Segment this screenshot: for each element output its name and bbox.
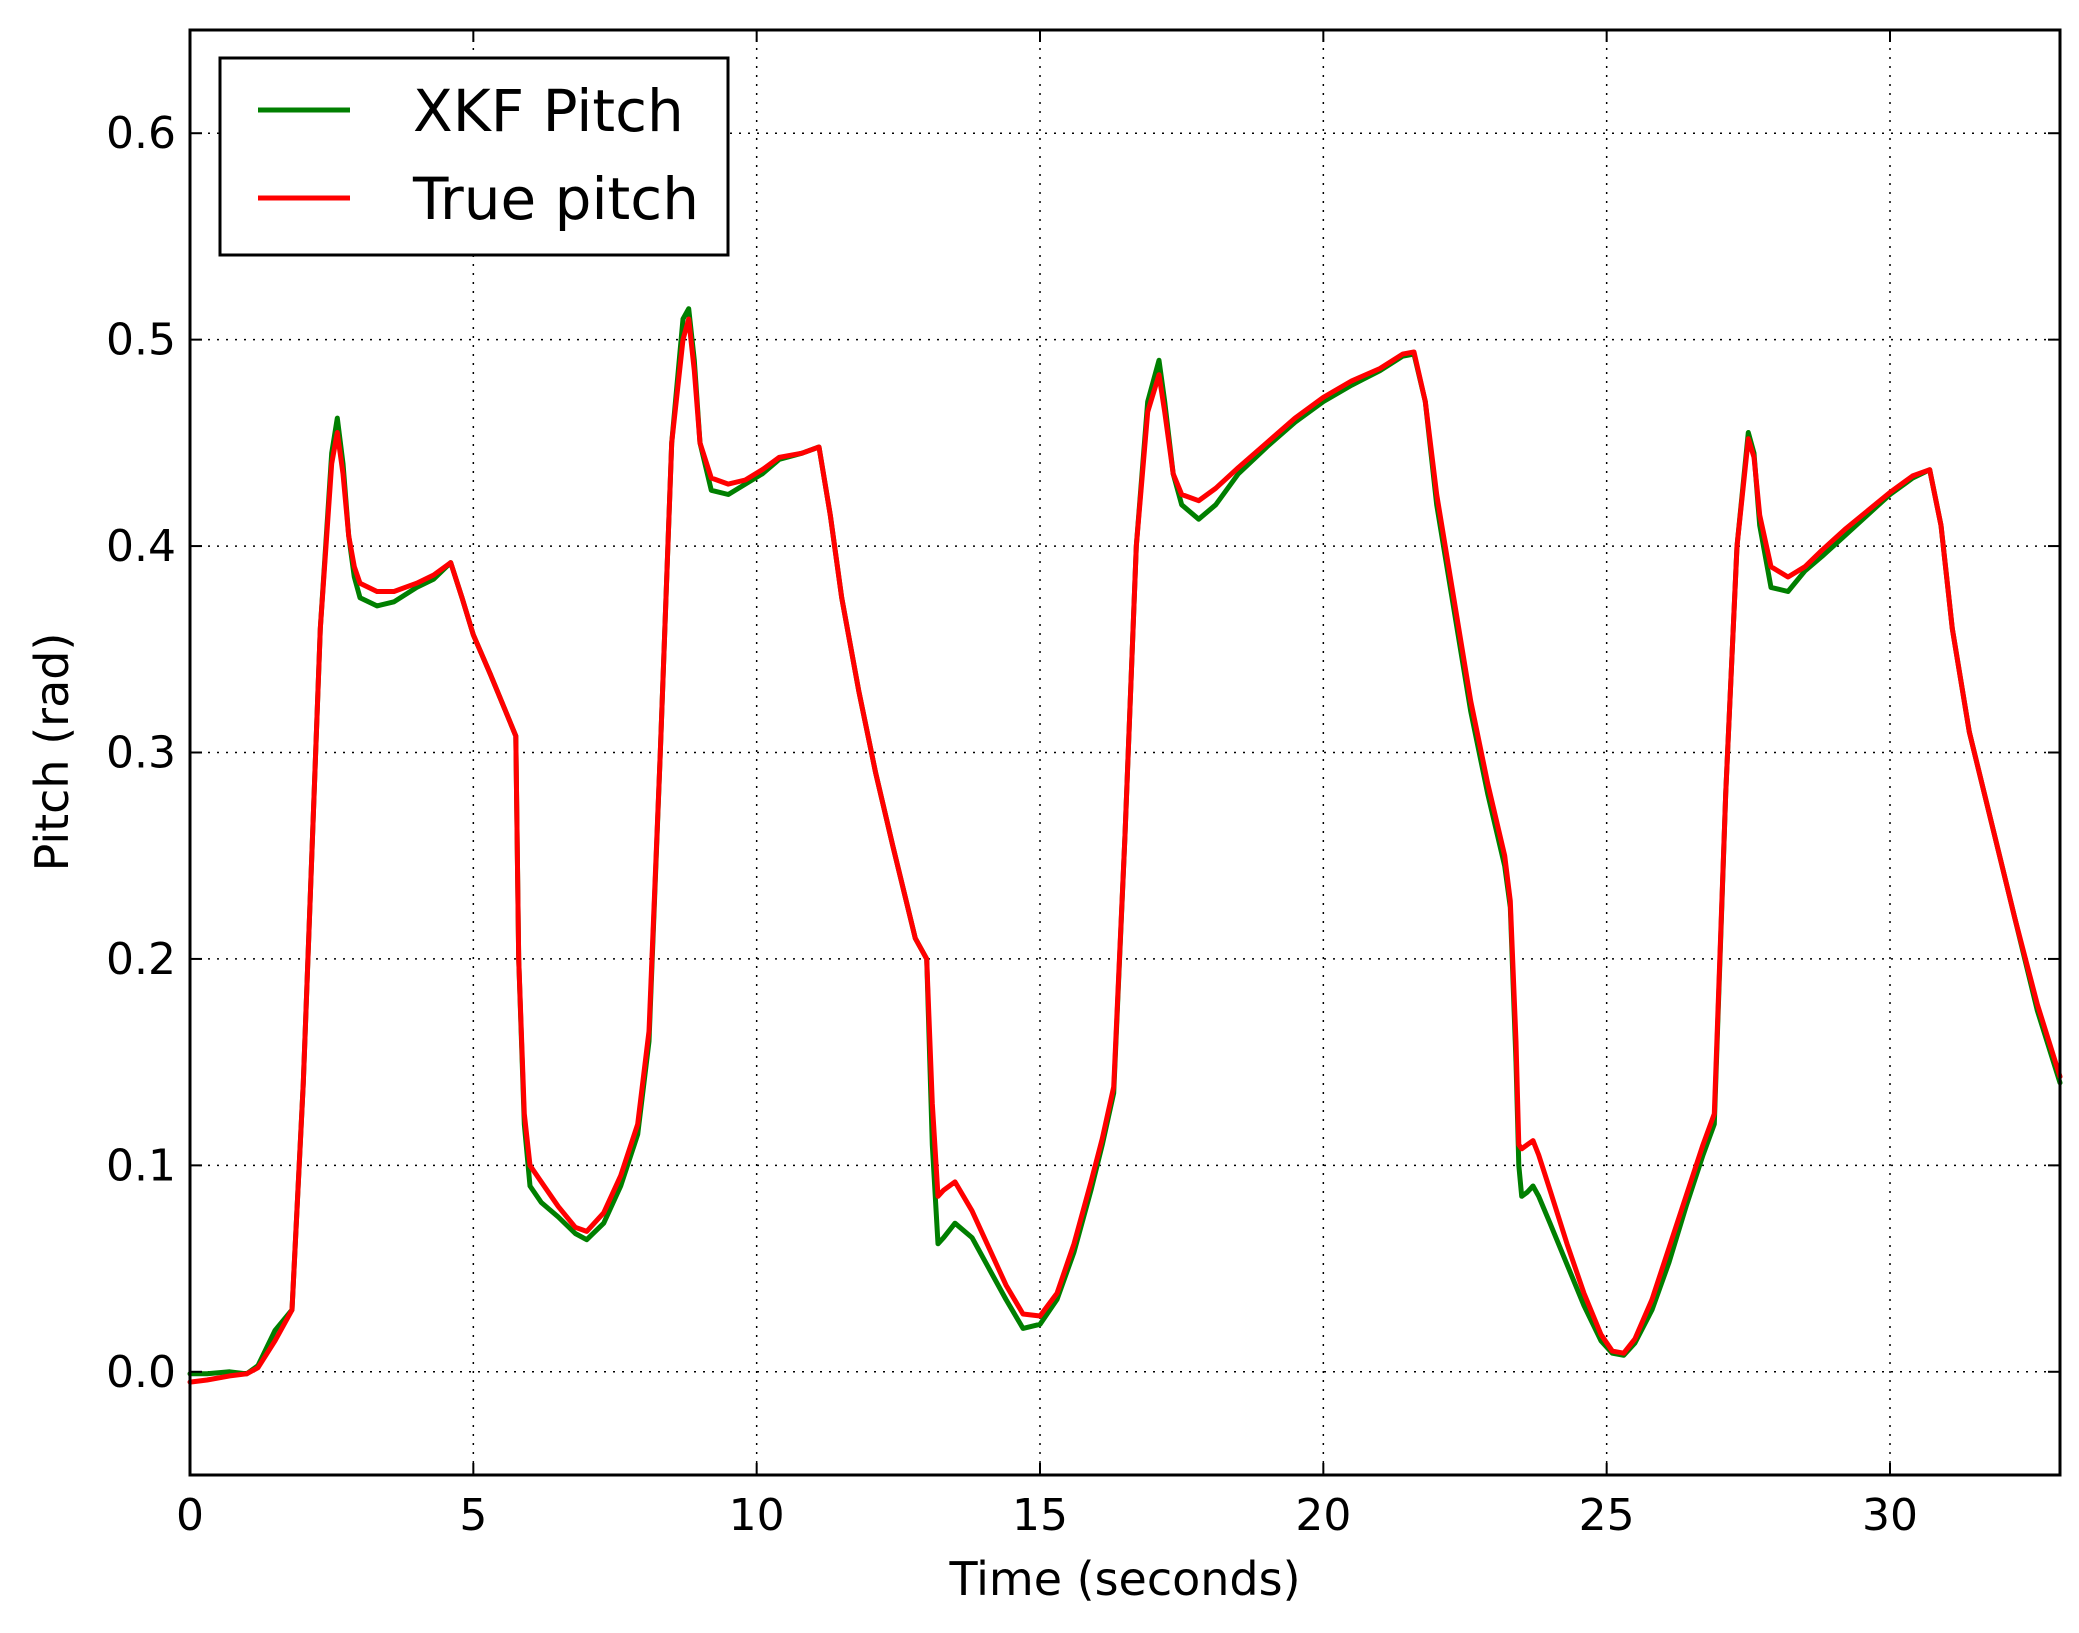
y-axis-label: Pitch (rad) <box>25 633 79 872</box>
x-tick-label: 20 <box>1295 1490 1351 1541</box>
y-tick-label: 0.2 <box>106 934 176 985</box>
y-tick-label: 0.3 <box>106 728 176 779</box>
legend-box <box>218 56 730 257</box>
x-tick-label: 30 <box>1862 1490 1918 1541</box>
series-line-true-pitch <box>187 316 2063 1385</box>
legend: XKF Pitch True pitch <box>218 56 730 257</box>
x-tick-label: 25 <box>1579 1490 1635 1541</box>
x-axis-label: Time (seconds) <box>948 1552 1300 1606</box>
y-tick-label: 0.5 <box>106 315 176 366</box>
x-tick-label: 5 <box>459 1490 487 1541</box>
legend-label-true-pitch: True pitch <box>412 165 699 233</box>
legend-label-xkf-pitch: XKF Pitch <box>413 77 684 145</box>
x-tick-label: 10 <box>729 1490 785 1541</box>
y-tick-label: 0.1 <box>106 1140 176 1191</box>
axis-ticks: 0 5 10 15 20 25 30 0.0 0.1 0.2 0.3 0.4 0.5 0.6 <box>106 30 2060 1541</box>
y-tick-label: 0.6 <box>106 108 176 159</box>
x-tick-label: 15 <box>1012 1490 1068 1541</box>
y-tick-label: 0.4 <box>106 521 176 572</box>
grid-lines <box>190 30 2060 1475</box>
x-tick-label: 0 <box>176 1490 204 1541</box>
y-tick-label: 0.0 <box>106 1347 176 1398</box>
series-layer <box>187 306 2063 1385</box>
